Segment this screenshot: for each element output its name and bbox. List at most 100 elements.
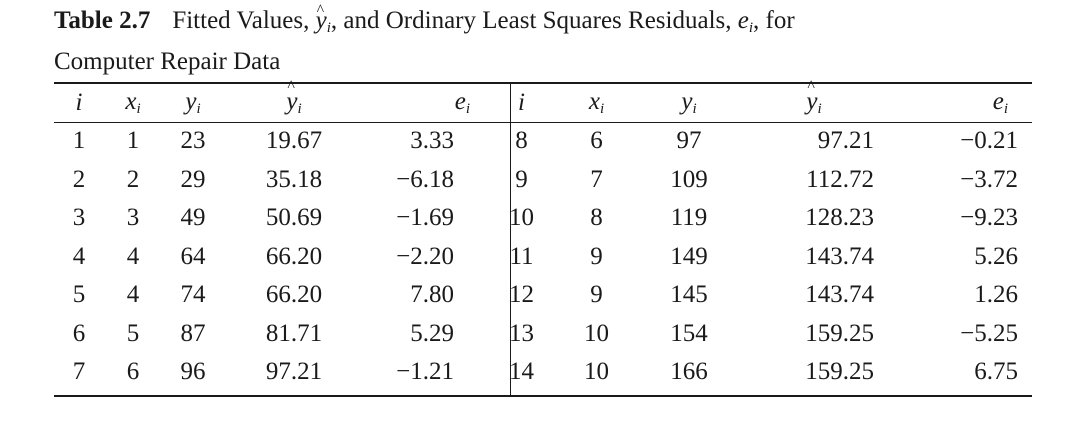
header-row: i xi yi yi ei i xi yi yi ei <box>54 78 1032 122</box>
cell-y: 29 <box>180 165 206 193</box>
cell-i: 2 <box>72 165 86 193</box>
cell-i: 9 <box>515 165 528 193</box>
cell-y: 109 <box>670 165 708 193</box>
cell-e: 6.75 <box>974 358 1018 386</box>
cell-y: 96 <box>180 358 206 386</box>
cell-y: 97 <box>676 127 702 155</box>
cell-yhat: 97.21 <box>817 127 874 155</box>
table-row: 4 4 64 66.20 −2.20 11 9 149 143.74 5.26 <box>54 238 1032 277</box>
caption-yhat-symbol: y <box>316 0 327 38</box>
cell-y: 23 <box>180 127 206 155</box>
cell-yhat: 66.20 <box>265 281 323 309</box>
cell-yhat: 19.67 <box>265 127 323 155</box>
cell-yhat: 81.71 <box>265 319 323 347</box>
caption-e-symbol: e <box>737 7 749 34</box>
col-header-yhat: yi <box>744 78 884 122</box>
cell-i: 7 <box>72 358 86 386</box>
cell-x: 5 <box>126 319 140 347</box>
cell-x: 10 <box>584 319 609 347</box>
cell-yhat: 128.23 <box>805 204 874 232</box>
cell-yhat: 159.25 <box>805 358 874 386</box>
cell-i: 1 <box>72 127 86 155</box>
cell-x: 3 <box>126 204 140 232</box>
cell-x: 9 <box>590 281 603 309</box>
cell-y: 74 <box>180 281 206 309</box>
cell-y: 119 <box>670 204 708 232</box>
cell-yhat: 159.25 <box>805 319 874 347</box>
cell-x: 1 <box>126 127 140 155</box>
cell-e: −0.21 <box>960 127 1018 155</box>
col-header-x: xi <box>125 88 141 117</box>
cell-i: 5 <box>72 281 86 309</box>
cell-x: 7 <box>590 165 603 193</box>
cell-e: 1.26 <box>974 281 1018 309</box>
col-header-y: yi <box>185 88 201 117</box>
cell-x: 9 <box>590 242 603 270</box>
cell-yhat: 35.18 <box>265 165 323 193</box>
cell-i: 11 <box>509 242 534 270</box>
col-header-i: i <box>518 89 525 116</box>
cell-yhat: 112.72 <box>806 165 874 193</box>
caption-line-2: Computer Repair Data <box>54 48 281 75</box>
cell-y: 87 <box>180 319 206 347</box>
residuals-table: i xi yi yi ei i xi yi yi ei 112319.673.3… <box>54 78 1032 392</box>
cell-i: 6 <box>72 319 86 347</box>
top-rule <box>54 82 1032 84</box>
cell-e: 7.80 <box>410 281 454 309</box>
cell-i: 13 <box>509 319 534 347</box>
cell-x: 6 <box>590 127 603 155</box>
cell-x: 8 <box>590 204 603 232</box>
header-rule <box>54 122 1032 123</box>
col-header-yhat: yi <box>224 78 364 122</box>
table-row: 3 3 49 50.69 −1.69 10 8 119 128.23 −9.23 <box>54 199 1032 238</box>
cell-i: 14 <box>509 358 534 386</box>
column-separator <box>510 82 511 396</box>
cell-y: 149 <box>670 242 708 270</box>
cell-e: −2.20 <box>396 242 454 270</box>
cell-yhat: 143.74 <box>805 281 874 309</box>
cell-x: 4 <box>126 242 140 270</box>
col-header-e: ei <box>992 88 1008 117</box>
cell-e: −6.18 <box>396 165 454 193</box>
cell-e: −3.72 <box>960 165 1018 193</box>
cell-e: 5.26 <box>974 242 1018 270</box>
cell-x: 6 <box>126 358 140 386</box>
cell-yhat: 97.21 <box>265 358 323 386</box>
col-header-y: yi <box>681 88 697 117</box>
bottom-rule <box>54 395 1032 397</box>
col-header-x: xi <box>588 88 605 117</box>
caption-text-mid: , and Ordinary Least Squares Residuals, <box>330 7 738 34</box>
cell-i: 8 <box>515 127 528 155</box>
cell-e: −5.25 <box>960 319 1018 347</box>
cell-y: 64 <box>180 242 206 270</box>
cell-i: 3 <box>72 204 86 232</box>
cell-e: −9.23 <box>960 204 1018 232</box>
cell-i: 4 <box>72 242 86 270</box>
cell-i: 10 <box>509 204 534 232</box>
table-row: 7 6 96 97.21 −1.21 14 10 166 159.25 6.75 <box>54 353 1032 392</box>
table-row: 5 4 74 66.20 7.80 12 9 145 143.74 1.26 <box>54 276 1032 315</box>
cell-yhat: 66.20 <box>265 242 323 270</box>
cell-e: −1.21 <box>396 358 454 386</box>
cell-yhat: 50.69 <box>265 204 323 232</box>
cell-e: 5.29 <box>410 319 454 347</box>
cell-e: −1.69 <box>396 204 454 232</box>
cell-e: 3.33 <box>410 127 454 155</box>
cell-y: 145 <box>670 281 708 309</box>
cell-x: 10 <box>584 358 609 386</box>
cell-x: 2 <box>126 165 140 193</box>
table-row: 6 5 87 81.71 5.29 13 10 154 159.25 −5.25 <box>54 315 1032 354</box>
cell-yhat: 143.74 <box>805 242 874 270</box>
table-row: 1 1 23 19.67 3.33 8 6 97 97.21 −0.21 <box>54 122 1032 161</box>
col-header-i: i <box>75 89 83 116</box>
cell-i: 12 <box>509 281 534 309</box>
caption-text-before: Fitted Values, <box>172 7 316 34</box>
cell-y: 49 <box>180 204 206 232</box>
cell-y: 166 <box>670 358 708 386</box>
cell-x: 4 <box>126 281 140 309</box>
table-label: Table 2.7 <box>54 7 151 34</box>
caption-text-after: , for <box>753 7 795 34</box>
cell-y: 154 <box>670 319 708 347</box>
table-row: 2 2 29 35.18 −6.18 9 7 109 112.72 −3.72 <box>54 161 1032 200</box>
